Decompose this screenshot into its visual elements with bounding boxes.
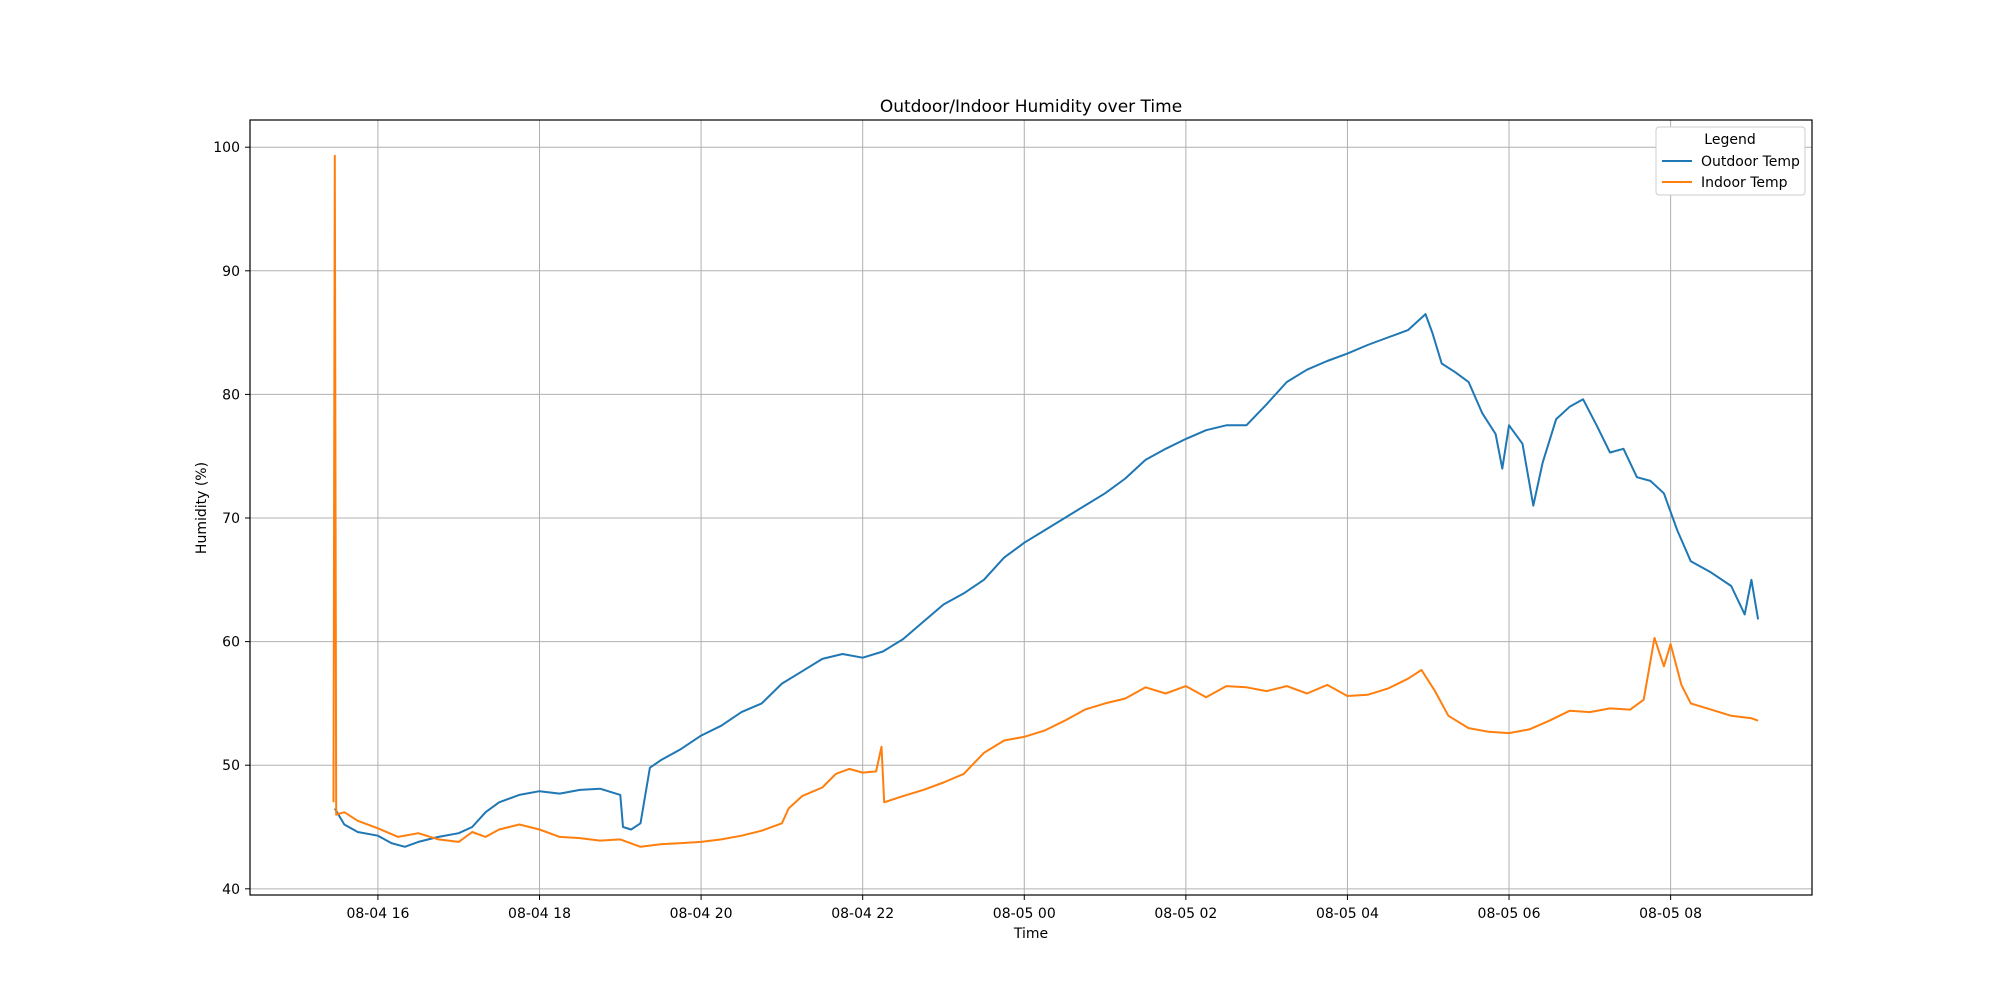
x-tick-label: 08-05 06	[1478, 906, 1541, 922]
series-lines	[332, 154, 1760, 848]
y-axis-ticks: 40 50 60 70 80 90 100	[213, 140, 250, 898]
grid-lines	[250, 120, 1812, 895]
x-tick-label: 08-05 02	[1154, 906, 1217, 922]
legend-label-outdoor: Outdoor Temp	[1701, 154, 1800, 170]
legend-title: Legend	[1704, 132, 1755, 148]
y-axis-label: Humidity (%)	[194, 462, 210, 554]
y-tick-label: 80	[222, 387, 240, 403]
y-tick-label: 50	[222, 758, 240, 774]
y-tick-label: 100	[213, 140, 240, 156]
x-tick-label: 08-05 08	[1639, 906, 1702, 922]
x-tick-label: 08-04 18	[508, 906, 571, 922]
y-tick-label: 70	[222, 511, 240, 527]
legend: Legend Outdoor Temp Indoor Temp	[1655, 126, 1806, 196]
y-tick-label: 40	[222, 882, 240, 898]
x-tick-label: 08-05 00	[993, 906, 1056, 922]
x-tick-label: 08-04 16	[346, 906, 409, 922]
y-tick-label: 90	[222, 264, 240, 280]
x-axis-label: Time	[1013, 926, 1048, 942]
series-line-outdoor-temp	[333, 313, 1760, 848]
series-line-indoor-temp	[332, 154, 1759, 848]
plot-area-frame	[249, 119, 1813, 896]
x-axis-ticks: 08-04 16 08-04 18 08-04 20 08-04 22 08-05 00…	[346, 895, 1702, 922]
legend-label-indoor: Indoor Temp	[1701, 175, 1788, 191]
chart-title: Outdoor/Indoor Humidity over Time	[880, 97, 1182, 117]
x-tick-label: 08-04 20	[670, 906, 733, 922]
y-tick-label: 60	[222, 635, 240, 651]
legend-box	[1655, 126, 1806, 196]
x-tick-label: 08-04 22	[831, 906, 894, 922]
x-tick-label: 08-05 04	[1316, 906, 1379, 922]
